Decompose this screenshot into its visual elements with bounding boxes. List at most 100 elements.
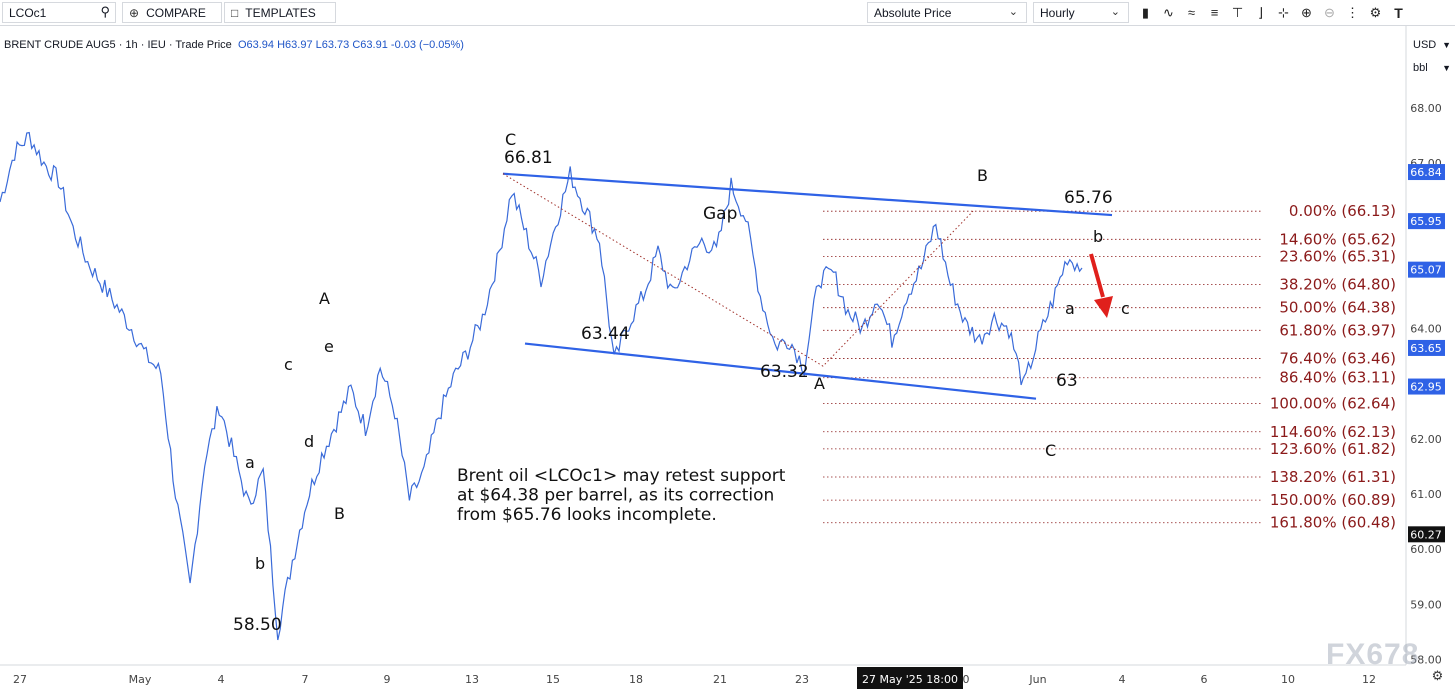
fib-level-label: 23.60% (65.31) bbox=[1279, 247, 1396, 265]
fib-level-label: 50.00% (64.38) bbox=[1279, 299, 1396, 317]
more-icon[interactable]: ⋮ bbox=[1346, 4, 1359, 20]
time-axis-tick: 9 bbox=[384, 673, 391, 686]
forecast-arrow-head bbox=[1094, 296, 1113, 318]
time-axis-tick: 27 bbox=[13, 673, 27, 686]
watermark: FX678 bbox=[1326, 638, 1420, 671]
price-axis-badge bbox=[1408, 339, 1445, 356]
price-mode-value: Absolute Price bbox=[874, 5, 952, 20]
wave-label: B bbox=[977, 166, 988, 185]
price-axis-badge-label: 65.07 bbox=[1410, 264, 1442, 277]
price-axis-tick: 59.00 bbox=[1410, 598, 1442, 611]
fib-level-label: 123.60% (61.82) bbox=[1270, 440, 1396, 458]
wave-label: c bbox=[1121, 299, 1130, 318]
chevron-down-icon: ⌄ bbox=[1008, 6, 1018, 18]
instrument-label: BRENT CRUDE AUG5 · 1h · IEU · Trade Pric… bbox=[4, 39, 232, 51]
channel-upper-line bbox=[502, 172, 1113, 217]
price-axis-tick: 64.00 bbox=[1410, 323, 1442, 336]
lines-icon[interactable]: ≡ bbox=[1210, 5, 1219, 20]
time-axis-tick: 4 bbox=[218, 673, 225, 686]
crosshair-icon[interactable]: ⊤ bbox=[1231, 4, 1244, 20]
time-axis-tick: 18 bbox=[629, 673, 643, 686]
price-axis-tick: 58.00 bbox=[1410, 653, 1442, 666]
price-mode-select[interactable]: Absolute Price ⌄ bbox=[867, 2, 1027, 23]
currency-select[interactable]: USD ▼ bbox=[1407, 35, 1455, 55]
commentary-line: at $64.38 per barrel, as its correction bbox=[457, 486, 774, 506]
time-axis-tick: May bbox=[129, 673, 152, 686]
zoom-out-icon[interactable]: ⊖ bbox=[1324, 4, 1335, 20]
price-annotation: 58.50 bbox=[233, 615, 282, 635]
crosshair-time-badge bbox=[857, 667, 963, 689]
price-axis-badge-label: 66.84 bbox=[1410, 166, 1442, 179]
search-icon[interactable]: ⚲ bbox=[100, 4, 110, 19]
wave-label: d bbox=[304, 432, 314, 451]
wave-label: C bbox=[1045, 441, 1056, 460]
wave-label: e bbox=[324, 337, 334, 356]
price-axis-badge bbox=[1408, 261, 1445, 278]
fibonacci-levels: 0.00% (66.13) 14.60% (65.62)23.60% (65.31… bbox=[823, 202, 1396, 532]
fib-level-label: 150.00% (60.89) bbox=[1270, 491, 1396, 509]
wave-label: A bbox=[814, 374, 825, 393]
price-axis-tick: 60.00 bbox=[1410, 543, 1442, 556]
price-annotation: 63.32 bbox=[760, 362, 809, 382]
time-axis-tick: 6 bbox=[1201, 673, 1208, 686]
close-value: C63.91 bbox=[352, 39, 388, 51]
price-axis-tick: 61.00 bbox=[1410, 488, 1442, 501]
axes: 68.0067.0066.0065.0064.0063.0062.0061.00… bbox=[0, 26, 1445, 689]
open-value: O63.94 bbox=[237, 39, 275, 51]
interval-value: Hourly bbox=[1040, 5, 1075, 20]
high-value: H63.97 bbox=[277, 39, 313, 51]
fib-level-label: 38.20% (64.80) bbox=[1279, 276, 1396, 294]
wave-label: A bbox=[319, 289, 330, 308]
price-axis-tick: 62.00 bbox=[1410, 433, 1442, 446]
chart-tools: ▮ ∿ ≈ ≡ ⊤ ⌋ ⊹ ⊕ ⊖ ⋮ ⚙ T bbox=[1134, 2, 1410, 23]
time-axis-tick: 12 bbox=[1362, 673, 1376, 686]
interval-select[interactable]: Hourly ⌄ bbox=[1033, 2, 1129, 23]
wave-label: C bbox=[505, 130, 516, 149]
unit-select[interactable]: bbl ▼ bbox=[1407, 58, 1455, 78]
price-axis-badge-label: 65.95 bbox=[1410, 215, 1442, 228]
time-axis-tick: 0 bbox=[963, 673, 970, 686]
chevron-down-icon: ▼ bbox=[1442, 40, 1451, 50]
price-axis-badge bbox=[1408, 526, 1445, 543]
commentary-line: Brent oil <LCOc1> may retest support bbox=[457, 466, 786, 486]
price-annotation: 63.44 bbox=[581, 324, 630, 344]
commentary-line: from $65.76 looks incomplete. bbox=[457, 505, 717, 525]
wave-label: a bbox=[1065, 299, 1075, 318]
compare-button[interactable]: ⊕ COMPARE bbox=[122, 2, 222, 23]
change-value: -0.03 (−0.05%) bbox=[390, 39, 464, 51]
price-series bbox=[0, 131, 1083, 641]
time-axis-tick: 13 bbox=[465, 673, 479, 686]
forecast-arrow-line bbox=[1089, 253, 1105, 298]
time-axis-tick: 7 bbox=[302, 673, 309, 686]
time-axis-tick: 23 bbox=[795, 673, 809, 686]
zoom-in-icon[interactable]: ⊕ bbox=[1301, 4, 1312, 20]
compare-label: COMPARE bbox=[146, 5, 206, 20]
templates-button[interactable]: □ TEMPLATES bbox=[224, 2, 336, 23]
candles-icon[interactable]: ▮ bbox=[1141, 4, 1150, 20]
chart-header: BRENT CRUDE AUG5 · 1h · IEU · Trade Pric… bbox=[4, 39, 464, 51]
folder-icon: □ bbox=[231, 5, 239, 20]
price-annotation: 66.81 bbox=[504, 148, 553, 168]
gear-icon[interactable]: ⚙ bbox=[1431, 668, 1444, 683]
indicators-icon[interactable]: ∿ bbox=[1163, 4, 1174, 20]
symbol-input[interactable]: LCOc1 ⚲ bbox=[2, 2, 116, 23]
templates-label: TEMPLATES bbox=[245, 5, 316, 20]
price-axis-badge bbox=[1408, 378, 1445, 395]
annotation-icon[interactable]: ⊹ bbox=[1278, 4, 1289, 20]
gear-icon[interactable]: ⚙ bbox=[1369, 4, 1382, 20]
measure-icon[interactable]: ⌋ bbox=[1257, 4, 1264, 20]
price-annotation: Gap bbox=[703, 204, 737, 224]
drawing-icon[interactable]: ≈ bbox=[1187, 5, 1196, 20]
time-axis-tick: 27 May '25 18:00 bbox=[862, 673, 958, 686]
low-value: L63.73 bbox=[315, 39, 350, 51]
fib-level-label: 14.60% (65.62) bbox=[1279, 230, 1396, 248]
chevron-down-icon: ⌄ bbox=[1110, 6, 1120, 18]
price-axis-tick: 68.00 bbox=[1410, 102, 1442, 115]
price-axis-badge bbox=[1408, 213, 1445, 230]
fib-level-label: 138.20% (61.31) bbox=[1270, 468, 1396, 486]
plus-circle-icon: ⊕ bbox=[129, 5, 140, 20]
wave-zigzag-line bbox=[502, 173, 974, 367]
symbol-value: LCOc1 bbox=[9, 5, 47, 20]
price-annotation: 63 bbox=[1056, 371, 1078, 391]
